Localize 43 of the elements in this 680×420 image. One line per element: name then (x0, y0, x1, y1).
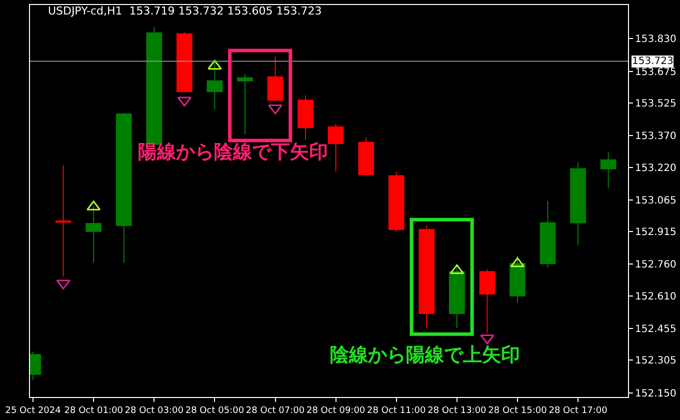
y-tick-label: 153.830 (635, 34, 676, 46)
annotation: 陽線から陰線で下矢印 (138, 141, 328, 163)
y-tick-label: 152.760 (635, 260, 676, 271)
y-tick-label: 152.150 (635, 388, 676, 400)
x-tick-label: 28 Oct 01:00 (64, 406, 124, 416)
y-tick-label: 152.455 (635, 324, 676, 336)
candlestick (418, 224, 435, 329)
candlestick (267, 56, 284, 101)
candlestick (570, 162, 586, 246)
y-tick-label: 153.675 (635, 66, 676, 78)
x-tick-label: 28 Oct 03:00 (124, 406, 184, 416)
x-tick-label: 25 Oct 2024 (5, 406, 62, 416)
x-tick-label: 28 Oct 11:00 (367, 406, 426, 416)
y-tick-label: 152.915 (635, 227, 676, 238)
y-tick-label: 152.610 (635, 291, 676, 302)
chart-title: USDJPY-cd,H1 153.719 153.732 153.605 153.723 (48, 4, 322, 18)
candlestick (328, 123, 344, 172)
y-tick-label: 152.305 (635, 356, 676, 367)
ref-line-label: 153.723 (632, 56, 674, 67)
y-tick-label: 153.370 (635, 131, 676, 142)
candlestick (510, 255, 526, 304)
candlestick (540, 200, 556, 268)
x-tick-label: 28 Oct 09:00 (306, 406, 366, 416)
x-tick-label: 28 Oct 15:00 (488, 406, 548, 416)
y-tick-label: 153.220 (635, 162, 676, 174)
candlestick (237, 73, 253, 136)
candlestick (388, 170, 404, 232)
candlestick (116, 112, 132, 264)
x-tick-label: 28 Oct 17:00 (548, 406, 608, 416)
candlestick (479, 268, 496, 334)
x-tick-label: 28 Oct 07:00 (246, 406, 305, 416)
candlestick (298, 94, 314, 140)
candlestick (176, 32, 192, 92)
candlestick (358, 137, 374, 178)
candlestick (55, 164, 72, 277)
candlestick (449, 264, 465, 329)
candlestick (600, 152, 616, 189)
y-tick-label: 153.525 (635, 98, 676, 110)
x-tick-label: 28 Oct 05:00 (185, 406, 244, 416)
annotation: 陰線から陽線で上矢印 (330, 344, 520, 366)
y-tick-label: 153.065 (635, 195, 676, 206)
x-tick-label: 28 Oct 13:00 (428, 406, 487, 416)
candlestick (206, 62, 223, 110)
